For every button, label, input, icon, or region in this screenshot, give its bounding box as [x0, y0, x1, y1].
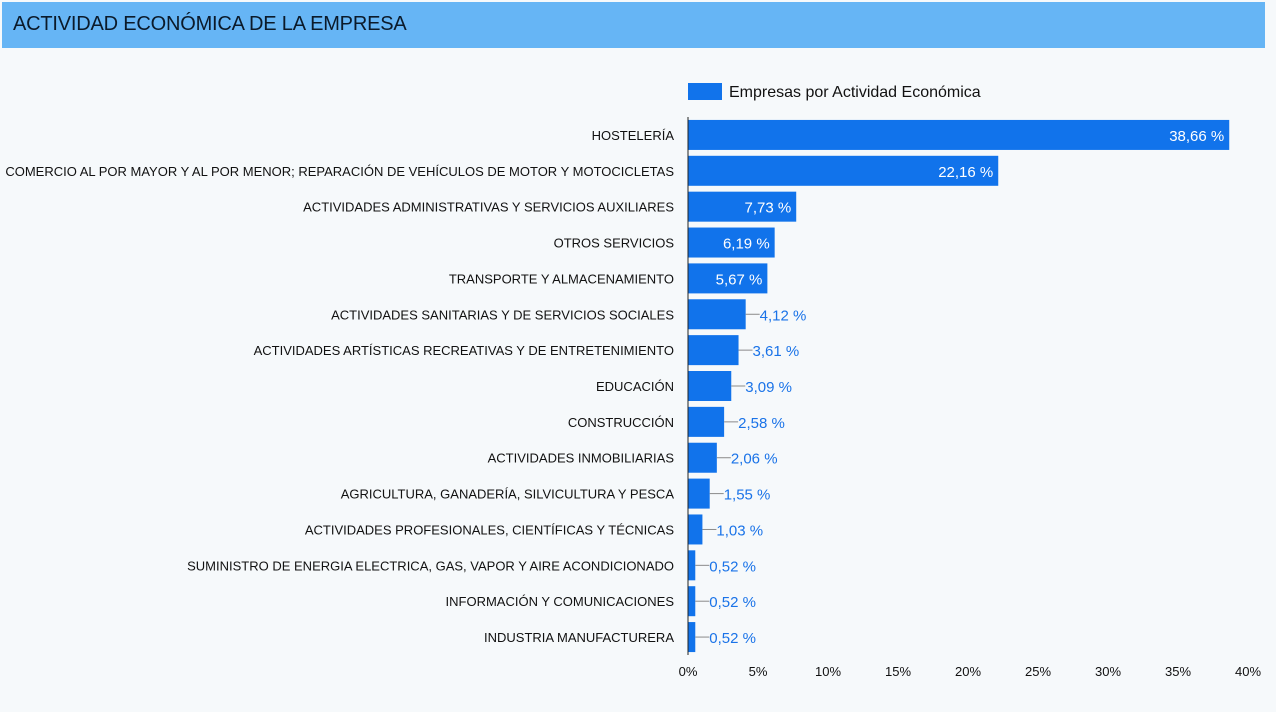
- bar: [688, 550, 696, 581]
- x-axis: 0% 5% 10% 15% 20% 25% 30% 35% 40%: [679, 664, 1262, 679]
- data-label: 1,03 %: [716, 522, 763, 539]
- bar: [688, 155, 999, 186]
- data-label: 0,52 %: [709, 594, 756, 611]
- bar: [688, 335, 739, 366]
- bar: [688, 119, 1230, 150]
- category-label: HOSTELERÍA: [592, 128, 675, 143]
- data-label: 0,52 %: [709, 558, 756, 575]
- data-label: 22,16 %: [938, 164, 993, 181]
- x-tick-label: 40%: [1235, 664, 1261, 679]
- bar: [688, 586, 696, 617]
- bar: [688, 227, 775, 258]
- bar: [688, 299, 746, 330]
- legend-swatch: [688, 83, 722, 100]
- x-tick-label: 15%: [885, 664, 911, 679]
- data-label: 2,06 %: [731, 451, 778, 468]
- x-tick-label: 25%: [1025, 664, 1051, 679]
- data-label: 5,67 %: [716, 271, 763, 288]
- data-label: 2,58 %: [738, 415, 785, 432]
- bar: [688, 371, 732, 401]
- x-tick-label: 35%: [1165, 664, 1191, 679]
- data-label: 0,52 %: [709, 630, 756, 647]
- bar: [688, 442, 717, 473]
- category-label: TRANSPORTE Y ALMACENAMIENTO: [449, 271, 674, 286]
- category-label: AGRICULTURA, GANADERÍA, SILVICULTURA Y P…: [341, 487, 675, 502]
- bar: [688, 406, 725, 437]
- x-tick-label: 0%: [679, 664, 698, 679]
- category-label: ACTIVIDADES INMOBILIARIAS: [488, 451, 675, 466]
- x-tick-label: 30%: [1095, 664, 1121, 679]
- legend-label: Empresas por Actividad Económica: [729, 84, 981, 101]
- category-label: INDUSTRIA MANUFACTURERA: [484, 630, 674, 645]
- category-label: OTROS SERVICIOS: [554, 236, 675, 251]
- data-label: 7,73 %: [745, 200, 792, 217]
- category-label: INFORMACIÓN Y COMUNICACIONES: [446, 594, 675, 609]
- x-tick-label: 20%: [955, 664, 981, 679]
- x-tick-label: 5%: [749, 664, 768, 679]
- data-label: 1,55 %: [724, 487, 771, 504]
- data-label: 6,19 %: [723, 236, 770, 253]
- data-label: 3,09 %: [745, 379, 792, 396]
- page-title: ACTIVIDAD ECONÓMICA DE LA EMPRESA: [13, 13, 407, 35]
- bar: [688, 191, 797, 222]
- page-header: ACTIVIDAD ECONÓMICA DE LA EMPRESA: [2, 2, 1265, 48]
- data-label: 3,61 %: [753, 343, 800, 360]
- bar: [688, 514, 703, 545]
- plot-area: HOSTELERÍA 38,66 % COMERCIO AL POR MAYOR Y…: [5, 117, 1230, 655]
- category-label: ACTIVIDADES SANITARIAS Y DE SERVICIOS SO…: [331, 307, 674, 322]
- bar: [688, 622, 696, 653]
- data-label: 4,12 %: [760, 307, 807, 324]
- bar: [688, 263, 768, 294]
- category-label: ACTIVIDADES ADMINISTRATIVAS Y SERVICIOS …: [303, 200, 674, 215]
- category-label: ACTIVIDADES ARTÍSTICAS RECREATIVAS Y DE …: [254, 343, 674, 358]
- chart-legend: Empresas por Actividad Económica: [688, 83, 981, 101]
- x-tick-label: 10%: [815, 664, 841, 679]
- category-label: COMERCIO AL POR MAYOR Y AL POR MENOR; RE…: [5, 164, 674, 179]
- category-label: CONSTRUCCIÓN: [568, 415, 674, 430]
- category-label: SUMINISTRO DE ENERGIA ELECTRICA, GAS, VA…: [187, 558, 674, 573]
- category-label: EDUCACIÓN: [596, 379, 674, 394]
- data-label: 38,66 %: [1169, 128, 1224, 145]
- bar: [688, 478, 710, 509]
- category-label: ACTIVIDADES PROFESIONALES, CIENTÍFICAS Y…: [305, 522, 674, 537]
